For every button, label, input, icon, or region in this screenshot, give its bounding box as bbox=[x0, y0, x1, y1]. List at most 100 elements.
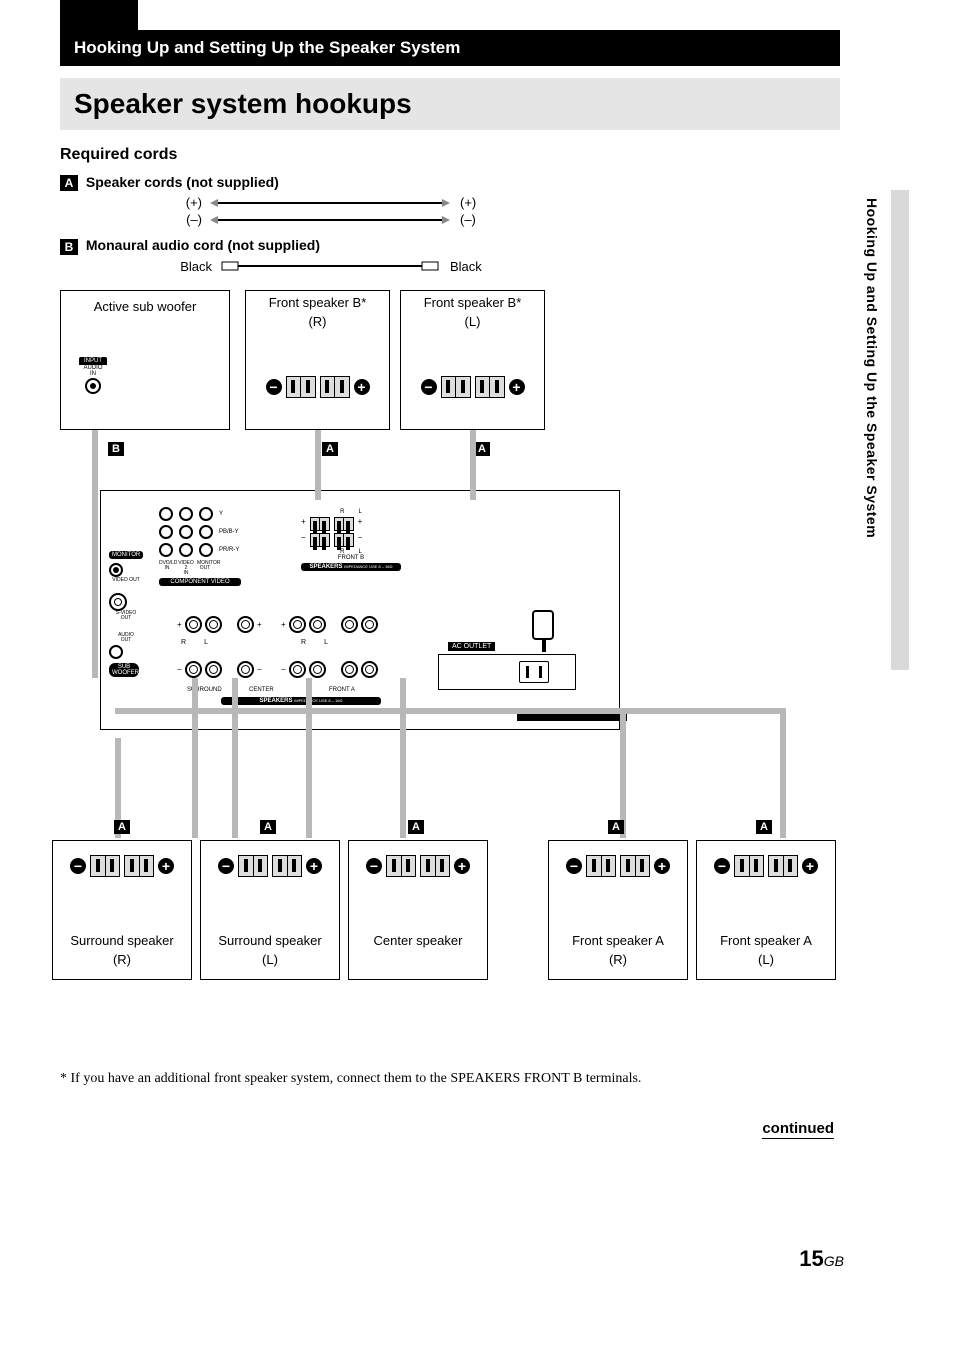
svideo-jack-icon bbox=[109, 593, 127, 611]
ac-plug-icon bbox=[532, 610, 554, 640]
r-label: R bbox=[301, 639, 306, 646]
speakers-chip-2: SPEAKERS IMPEDANCE USE 8 – 16Ω bbox=[221, 697, 381, 705]
spk-term-icon bbox=[361, 661, 378, 678]
component-row-pr: PR/R-Y bbox=[159, 543, 241, 557]
terminal-block-icon bbox=[272, 855, 302, 877]
terminal-block-icon bbox=[334, 533, 354, 547]
minus-icon: − bbox=[70, 858, 86, 874]
subwoofer-input-chip: INPUT bbox=[79, 357, 107, 365]
center-terminal-neg: − bbox=[281, 661, 326, 678]
terminal-block-icon bbox=[310, 533, 330, 547]
monitor-out-label: MONITOROUT bbox=[197, 561, 213, 576]
front-b-l-box: Front speaker B* (L) − + bbox=[400, 290, 545, 430]
surround-r-badge: A bbox=[114, 820, 130, 834]
ac-outlet-box-icon bbox=[438, 654, 576, 690]
monitor-chip: MONITOR bbox=[109, 551, 143, 559]
comp-y-label: Y bbox=[219, 511, 223, 517]
page-number-value: 15 bbox=[799, 1246, 823, 1271]
power-cord-icon bbox=[517, 713, 627, 721]
spk-term-icon bbox=[185, 661, 202, 678]
terminal-block-icon bbox=[420, 855, 450, 877]
cord-b-title: B Monaural audio cord (not supplied) bbox=[60, 237, 840, 254]
wire bbox=[780, 708, 786, 838]
center-label: CENTER bbox=[249, 687, 274, 693]
footnote: * If you have an additional front speake… bbox=[60, 1071, 641, 1087]
front-b-r-label1: Front speaker B* bbox=[246, 291, 389, 315]
surround-l-label1: Surround speaker bbox=[201, 929, 339, 953]
video2-in-label: VIDEO 2IN bbox=[178, 561, 194, 576]
surround-l-terminal: + bbox=[237, 616, 262, 633]
spk-term-icon bbox=[205, 616, 222, 633]
r-label: R bbox=[181, 639, 186, 646]
surround-l-terminal-neg: − bbox=[237, 661, 262, 678]
l-label: L bbox=[359, 509, 362, 515]
dvd-in-label: DVD/LDIN bbox=[159, 561, 175, 576]
terminal-block-icon bbox=[334, 517, 354, 531]
wire bbox=[232, 678, 238, 838]
r-label: R bbox=[340, 509, 344, 515]
video-out-label: VIDEO OUT bbox=[109, 577, 143, 583]
section-header: Hooking Up and Setting Up the Speaker Sy… bbox=[60, 30, 840, 66]
center-box: − + Center speaker bbox=[348, 840, 488, 980]
terminal-block-icon bbox=[286, 376, 316, 398]
cord-b-row: Black Black bbox=[160, 259, 840, 274]
plus-icon: + bbox=[454, 858, 470, 874]
monaural-cord-icon bbox=[220, 259, 440, 273]
cord-b-badge: B bbox=[60, 239, 78, 255]
terminal-block-icon bbox=[475, 376, 505, 398]
minus-icon: − bbox=[421, 379, 437, 395]
front-b-label: FRONT B bbox=[301, 555, 401, 561]
surround-l-label2: (L) bbox=[201, 952, 339, 972]
wire bbox=[192, 678, 198, 838]
spk-term-icon bbox=[205, 661, 222, 678]
component-row-y: Y bbox=[159, 507, 241, 521]
front-b-l-badge: A bbox=[474, 442, 490, 456]
minus-icon: − bbox=[266, 379, 282, 395]
l-label: L bbox=[204, 639, 208, 646]
terminal-block-icon bbox=[768, 855, 798, 877]
cord-a-row-minus: (–) (–) bbox=[160, 212, 840, 227]
wire bbox=[400, 678, 406, 838]
surround-l-box: − + Surround speaker (L) bbox=[200, 840, 340, 980]
surround-r-terminal-neg: − bbox=[177, 661, 222, 678]
content-area: Required cords A Speaker cords (not supp… bbox=[60, 140, 840, 990]
cord-b-text: Monaural audio cord (not supplied) bbox=[86, 237, 320, 253]
spk-term-icon bbox=[341, 616, 358, 633]
jack-icon bbox=[179, 543, 193, 557]
ac-outlet-label: AC OUTLET bbox=[448, 642, 495, 651]
front-a-r-badge: A bbox=[608, 820, 624, 834]
top-black-bar bbox=[60, 0, 138, 30]
spk-term-icon bbox=[237, 661, 254, 678]
minus-icon: − bbox=[366, 858, 382, 874]
front-a-r-terminals: − + bbox=[549, 855, 687, 877]
minus-icon: − bbox=[566, 858, 582, 874]
front-b-l-terminals: − + bbox=[401, 376, 544, 398]
surround-r-label1: Surround speaker bbox=[53, 929, 191, 953]
jack-icon bbox=[199, 507, 213, 521]
impedance2-label: IMPEDANCE USE 8 – 16Ω bbox=[294, 698, 342, 703]
impedance-label: IMPEDANCE USE 8 – 16Ω bbox=[344, 564, 392, 569]
center-badge: A bbox=[408, 820, 424, 834]
cord-a-text: Speaker cords (not supplied) bbox=[86, 174, 279, 190]
plus-icon: + bbox=[158, 858, 174, 874]
cord-a-right-minus: (–) bbox=[450, 212, 476, 227]
wire bbox=[306, 678, 312, 838]
surround-r-box: − + Surround speaker (R) bbox=[52, 840, 192, 980]
jack-icon bbox=[159, 507, 173, 521]
terminal-block-icon bbox=[734, 855, 764, 877]
speaker-cord-plus-icon bbox=[210, 197, 450, 209]
plus-icon: + bbox=[354, 379, 370, 395]
speakers-front-b-chip: SPEAKERS IMPEDANCE USE 8 – 16Ω bbox=[301, 563, 401, 571]
front-a-terminal-neg bbox=[341, 661, 378, 678]
subwoofer-badge: B bbox=[108, 442, 124, 456]
wire-bus bbox=[115, 708, 785, 714]
front-a-l-terminals: − + bbox=[697, 855, 835, 877]
cord-a-left-plus: (+) bbox=[160, 195, 210, 210]
surround-l-badge: A bbox=[260, 820, 276, 834]
continued-label: continued bbox=[762, 1120, 834, 1139]
subwoofer-input-jack-icon bbox=[85, 378, 101, 394]
svideo-out-label: S-VIDEOOUT bbox=[109, 611, 143, 621]
front-a-label: FRONT A bbox=[329, 687, 355, 693]
speakers2-label: SPEAKERS bbox=[259, 698, 292, 704]
wiring-diagram: Active sub woofer INPUT AUDIOIN B Front … bbox=[60, 290, 840, 990]
